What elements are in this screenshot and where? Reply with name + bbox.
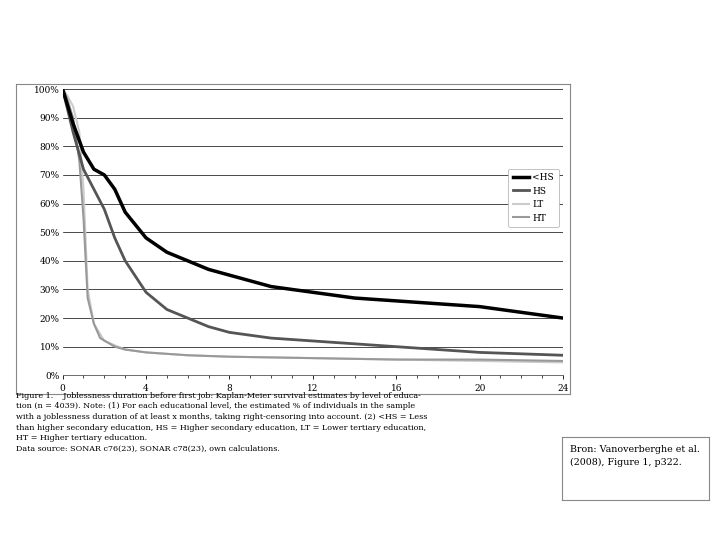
- Text: Wie vindt vlug een eerste (permanente) job?: Wie vindt vlug een eerste (permanente) j…: [7, 518, 273, 532]
- Text: Figure 1.    Joblessness duration before first job: Kaplan-Meier survival estima: Figure 1. Joblessness duration before fi…: [16, 392, 427, 453]
- Text: Intrededuur: bepalende factoren: Intrededuur: bepalende factoren: [481, 18, 713, 32]
- Text: Intrededuur volgens scholingsniveau: Intrededuur volgens scholingsniveau: [366, 49, 713, 65]
- Text: Dieter Verhaest: Dieter Verhaest: [619, 518, 713, 532]
- Legend: <HS, HS, LT, HT: <HS, HS, LT, HT: [508, 168, 559, 227]
- Text: Bron: Vanoverberghe et al.
(2008), Figure 1, p322.: Bron: Vanoverberghe et al. (2008), Figur…: [570, 445, 701, 467]
